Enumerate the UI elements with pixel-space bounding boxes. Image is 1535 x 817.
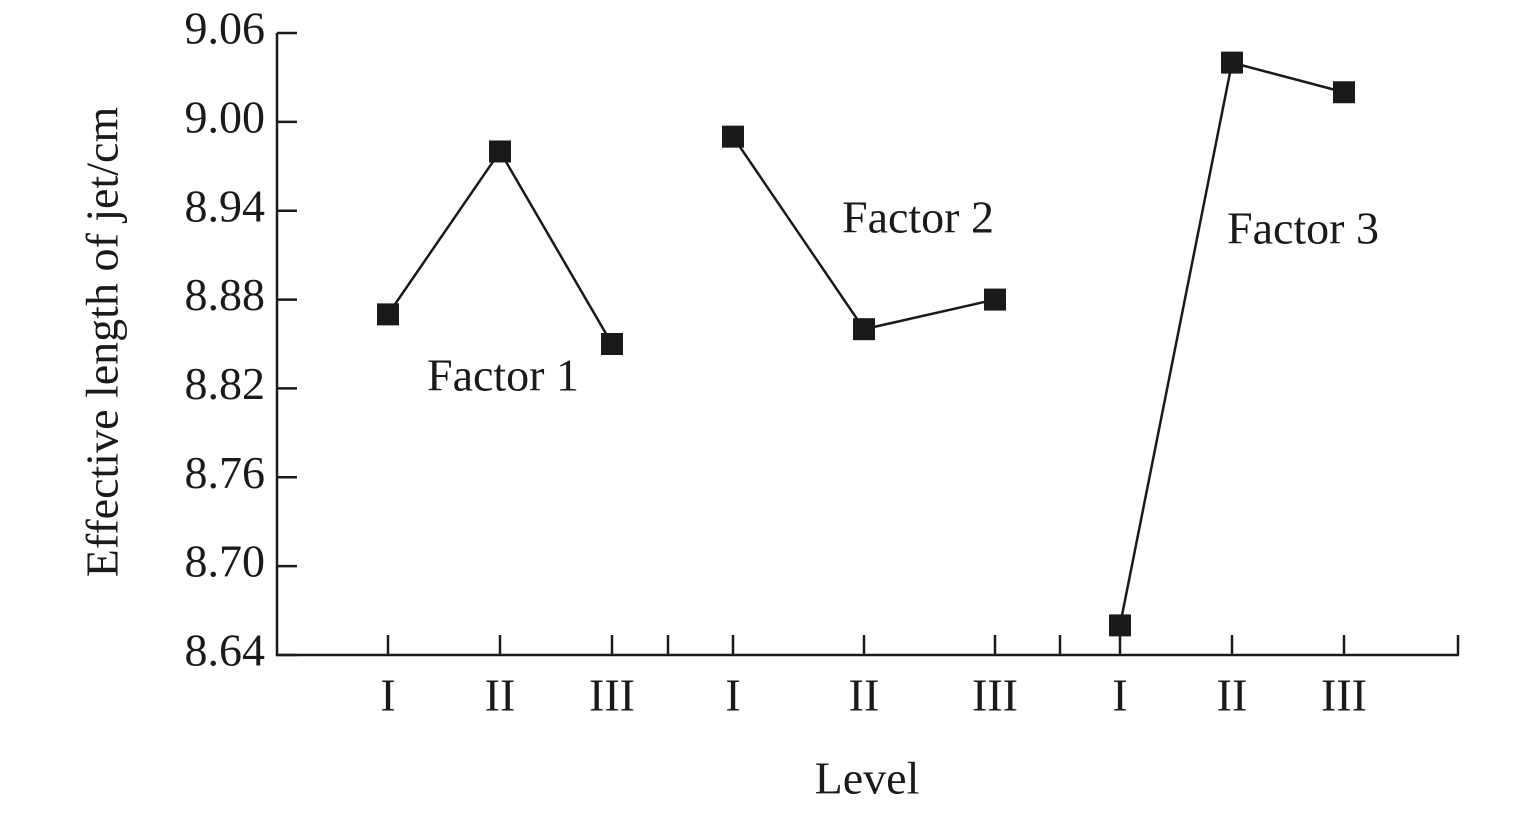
marker [722,125,744,148]
x-axis-label: Level [815,753,920,804]
x-tick-label: II [1217,670,1248,721]
series-label: Factor 3 [1227,203,1379,254]
y-tick-label: 8.76 [185,447,266,498]
series-line [1118,61,1345,626]
marker [1109,614,1131,637]
series-label: Factor 1 [427,350,579,401]
x-tick-label: II [485,670,516,721]
y-tick-label: 8.82 [185,358,266,409]
y-tick-label: 9.06 [185,3,266,54]
x-tick-label: III [1321,670,1367,721]
marker [489,140,511,163]
x-tick-label: I [380,670,395,721]
x-tick-label: III [972,670,1018,721]
x-tick-label: I [1112,670,1127,721]
y-tick-label: 8.70 [185,536,266,587]
y-axis-label: Effective length of jet/cm [77,107,128,578]
series-line [386,149,614,345]
y-tick-label: 9.00 [185,91,266,142]
series-label: Factor 2 [842,192,994,243]
marker [1221,51,1243,74]
marker [1333,81,1355,104]
marker [984,288,1006,311]
y-tick-label: 8.94 [185,180,266,231]
x-tick-label: I [725,670,740,721]
marker [377,303,399,326]
marker [601,333,623,355]
x-tick-label: II [849,670,880,721]
marker [853,318,875,341]
y-tick-label: 8.88 [185,269,266,320]
y-tick-label: 8.64 [185,625,266,676]
x-tick-label: III [589,670,635,721]
